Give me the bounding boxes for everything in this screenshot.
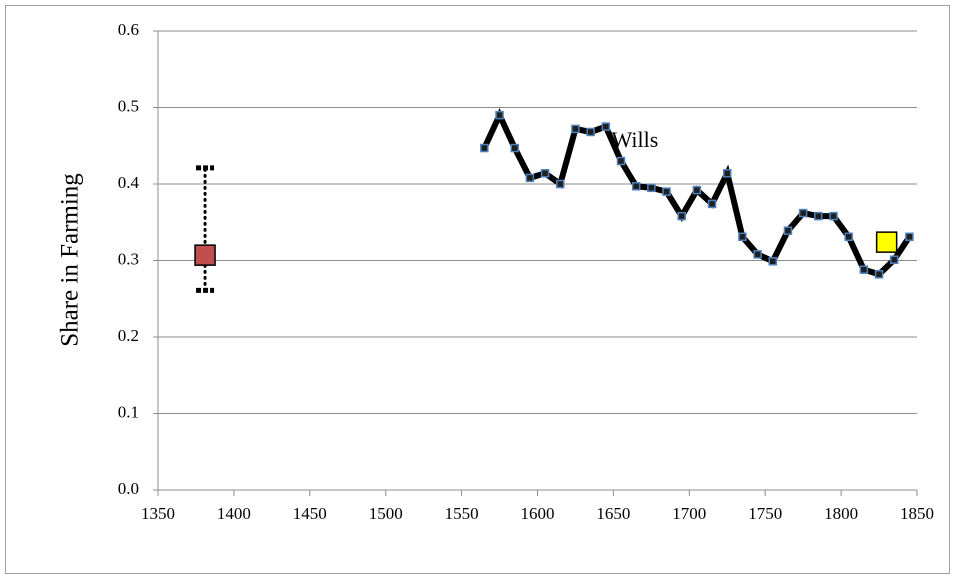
marker <box>753 250 762 259</box>
y-tick-label: 0.5 <box>118 96 139 115</box>
x-tick-label: 1350 <box>141 504 175 523</box>
x-tick-label: 1550 <box>445 504 479 523</box>
y-tick-label: 0.3 <box>118 249 139 268</box>
y-tick-label: 0.1 <box>118 402 139 421</box>
marker <box>859 265 869 274</box>
marker <box>571 124 580 134</box>
marker <box>586 127 595 137</box>
y-tick-label: 0.0 <box>118 479 139 498</box>
marker <box>783 226 793 235</box>
marker <box>844 232 853 242</box>
marker <box>723 169 732 178</box>
x-tick-label: 1750 <box>748 504 782 523</box>
marker <box>510 143 519 153</box>
series-line <box>481 107 912 278</box>
y-axis-label: Share in Farming <box>57 173 84 347</box>
y-tick-label: 0.4 <box>118 173 140 192</box>
y-tick-label: 0.6 <box>118 20 139 39</box>
marker <box>874 270 884 279</box>
marker <box>480 143 489 153</box>
point-marker <box>194 244 216 266</box>
marker <box>631 182 641 191</box>
x-tick-label: 1700 <box>672 504 706 523</box>
series-label: Wills <box>612 127 659 152</box>
marker <box>889 255 899 264</box>
y-tick-label: 0.2 <box>118 326 139 345</box>
marker <box>556 179 565 189</box>
x-tick-label: 1400 <box>217 504 251 523</box>
marker <box>829 211 838 221</box>
marker <box>905 232 914 242</box>
x-tick-label: 1600 <box>521 504 555 523</box>
x-tick-label: 1850 <box>900 504 934 523</box>
x-tick-label: 1500 <box>369 504 403 523</box>
x-tick-label: 1800 <box>824 504 858 523</box>
marker <box>692 185 702 195</box>
marker <box>525 173 535 183</box>
marker <box>768 257 778 266</box>
marker <box>738 232 747 242</box>
marker <box>798 208 808 218</box>
marker <box>814 211 823 221</box>
marker <box>601 122 611 131</box>
marker <box>707 199 717 209</box>
x-tick-label: 1450 <box>293 504 327 523</box>
marker <box>647 183 656 193</box>
x-tick-label: 1650 <box>596 504 630 523</box>
marker <box>495 110 504 120</box>
marker <box>662 187 671 196</box>
marker <box>540 169 550 178</box>
point-marker <box>875 231 898 253</box>
chart-border <box>5 5 950 574</box>
marker <box>677 211 686 221</box>
marker <box>616 156 626 166</box>
